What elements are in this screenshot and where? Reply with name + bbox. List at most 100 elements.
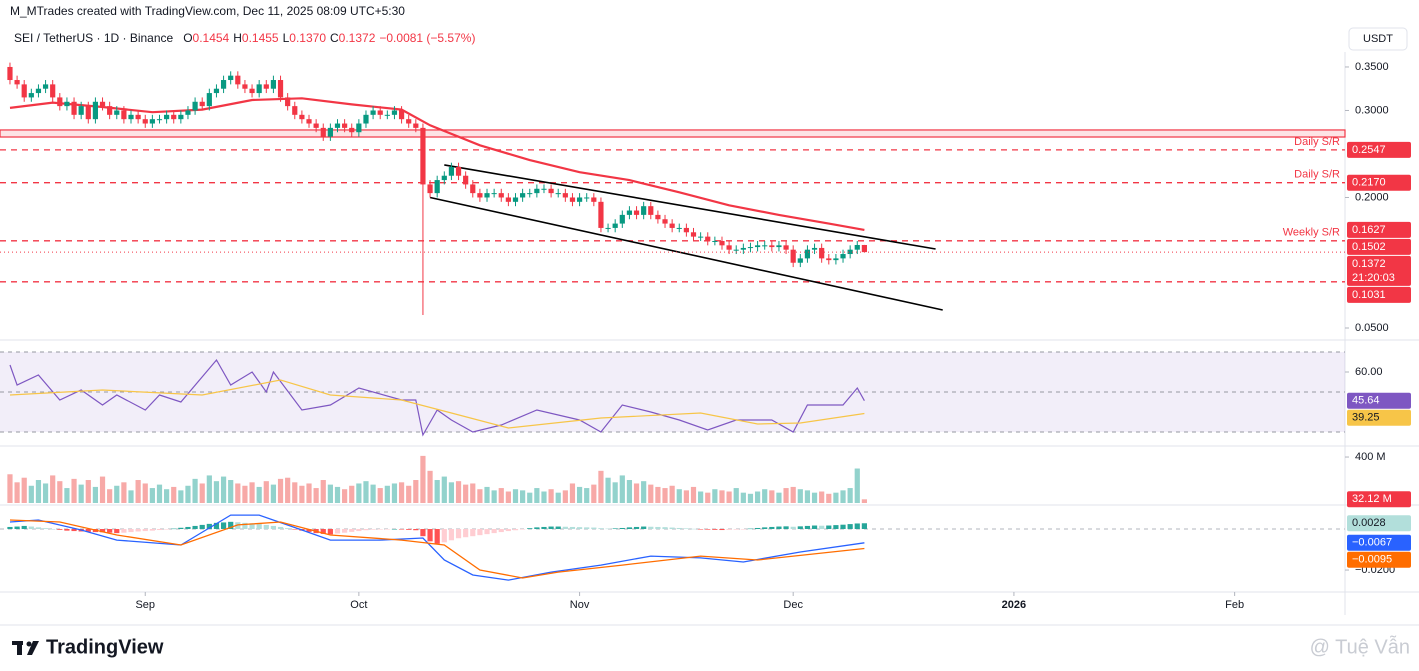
candle-body <box>228 75 234 81</box>
candle-body <box>171 114 177 120</box>
macd-histogram <box>619 527 625 530</box>
rsi-label: 45.64 <box>1352 395 1380 407</box>
candle-body <box>85 106 91 120</box>
last-price-label: 0.1372 <box>1352 258 1386 270</box>
volume-bar <box>833 492 839 503</box>
macd-histogram <box>591 527 597 530</box>
macd-histogram <box>7 526 13 530</box>
candle-body <box>21 84 27 98</box>
level-annotation: Daily S/R <box>1294 169 1340 181</box>
macd-histogram <box>128 529 134 533</box>
candle-body <box>762 245 768 247</box>
volume-bar <box>584 488 590 503</box>
ohlc-key: L <box>283 31 290 45</box>
brand-logo <box>12 641 39 655</box>
macd-histogram <box>57 529 63 530</box>
macd-histogram <box>861 523 867 530</box>
volume-bar <box>420 455 426 503</box>
candle-body <box>655 214 661 220</box>
volume-bar <box>327 484 333 503</box>
volume-bar <box>826 493 832 503</box>
macd-histogram <box>769 526 775 530</box>
ohlc-key: C <box>330 31 339 45</box>
volume-bar <box>676 489 682 503</box>
candle-body <box>776 245 782 248</box>
candle-body <box>455 167 462 176</box>
macd-histogram <box>121 529 127 533</box>
macd-histogram <box>178 527 184 530</box>
volume-bar <box>598 470 604 503</box>
candle-body <box>612 223 618 228</box>
volume-bar <box>235 483 241 503</box>
candle-body <box>235 75 241 85</box>
volume-bar <box>776 492 782 503</box>
macd-histogram <box>71 529 77 532</box>
candle-body <box>591 197 597 202</box>
candle-body <box>28 93 34 98</box>
volume-bar <box>35 480 42 503</box>
macd-histogram <box>534 527 540 530</box>
macd-histogram <box>612 528 618 530</box>
histogram-label-box <box>1347 515 1411 532</box>
level-annotation: Daily S/R <box>1294 136 1340 148</box>
candle-body <box>555 193 561 195</box>
macd-line <box>9 519 865 579</box>
moving-average <box>9 97 865 231</box>
volume-bar <box>534 488 540 503</box>
macd-histogram <box>548 526 554 530</box>
volume-bar <box>569 483 576 503</box>
volume-bar <box>562 490 568 503</box>
macd-histogram <box>213 522 220 530</box>
macd-histogram <box>562 526 568 530</box>
candle-body <box>114 110 120 115</box>
macd-histogram <box>256 523 262 530</box>
volume-bar <box>612 482 618 503</box>
y-tick-label: 60.00 <box>1355 366 1383 378</box>
candle-body <box>306 119 312 124</box>
candle-body <box>648 206 654 215</box>
volume-bar <box>705 492 711 503</box>
candle-body <box>192 101 198 111</box>
candle-body <box>377 110 383 115</box>
volume-bar <box>57 481 63 503</box>
macd-histogram <box>164 529 170 530</box>
volume-bar <box>448 482 455 503</box>
candle-body <box>349 127 355 133</box>
volume-bar <box>406 485 412 503</box>
macd-histogram <box>285 528 291 530</box>
rsi-line <box>9 358 865 437</box>
candle-body <box>64 101 70 107</box>
macd-histogram <box>662 527 668 530</box>
x-tick-label: Feb <box>1225 599 1244 611</box>
candle-body <box>705 236 711 241</box>
candle-body <box>548 188 554 194</box>
macd-histogram <box>484 529 490 535</box>
macd-histogram <box>142 529 148 532</box>
candle-body <box>683 227 689 233</box>
candle-body <box>7 66 13 81</box>
macd-histogram <box>99 529 106 533</box>
volume-bar <box>811 492 818 503</box>
volume-bar <box>541 491 547 503</box>
candle-body <box>285 97 291 107</box>
candle-body <box>213 88 220 94</box>
macd-histogram <box>719 529 725 531</box>
volume-bar <box>847 488 853 503</box>
volume-bar <box>854 468 860 503</box>
volume-bar <box>441 476 447 503</box>
x-tick-label: Oct <box>350 599 367 611</box>
macd-histogram <box>804 525 811 530</box>
candle-body <box>754 245 761 248</box>
macd-histogram <box>42 528 49 530</box>
macd-histogram <box>477 529 483 536</box>
y-tick-label: 0.0500 <box>1355 322 1389 334</box>
currency-box[interactable] <box>1348 27 1408 51</box>
volume-bar <box>220 476 227 503</box>
volume-bar <box>228 480 234 503</box>
candle-body <box>740 247 746 250</box>
volume-bar <box>804 490 811 503</box>
macd-histogram <box>149 529 155 531</box>
candle-body <box>619 214 625 224</box>
macd-histogram <box>384 529 390 530</box>
volume-bar <box>655 486 661 503</box>
